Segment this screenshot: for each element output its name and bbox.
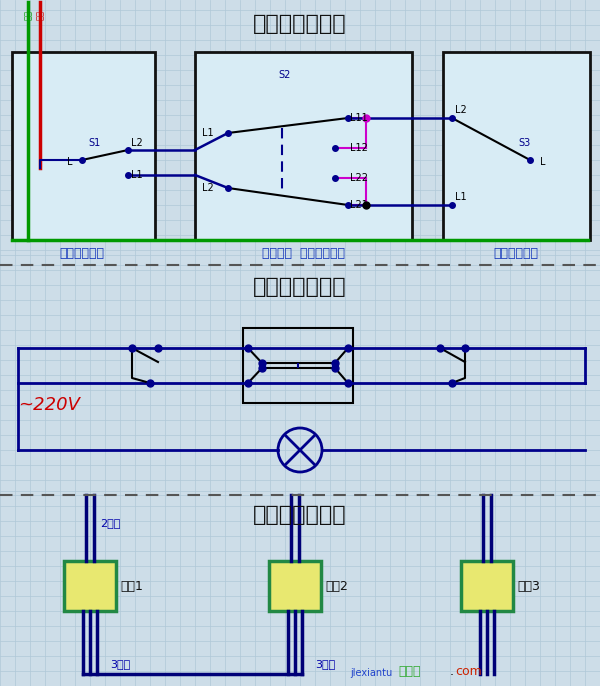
Bar [269, 561, 321, 611]
Text: 3根线: 3根线 [110, 659, 130, 669]
Text: L11: L11 [350, 113, 368, 123]
Text: L: L [67, 157, 73, 167]
Text: L: L [540, 157, 545, 167]
Text: jlexiantu: jlexiantu [350, 668, 392, 678]
Text: L2: L2 [202, 183, 214, 193]
Text: L21: L21 [350, 200, 368, 210]
Text: 三控开关原理图: 三控开关原理图 [253, 277, 347, 297]
Bar [64, 561, 116, 611]
Text: 火线: 火线 [35, 10, 44, 20]
Bar [195, 52, 412, 240]
Text: 中途开关  （三控开关）: 中途开关 （三控开关） [262, 247, 344, 260]
Text: S3: S3 [518, 138, 530, 148]
Text: L2: L2 [131, 138, 143, 148]
Text: 开关2: 开关2 [325, 580, 348, 593]
Text: L1: L1 [455, 192, 467, 202]
Text: 2根线: 2根线 [100, 518, 121, 528]
Text: com: com [455, 665, 482, 678]
Text: 三控开关接线图: 三控开关接线图 [253, 14, 347, 34]
Text: ~220V: ~220V [18, 396, 80, 414]
Bar [443, 52, 590, 240]
Text: L1: L1 [131, 170, 143, 180]
Bar [12, 52, 155, 240]
Bar [243, 328, 353, 403]
Text: 单开双控开关: 单开双控开关 [493, 247, 539, 260]
Text: L12: L12 [350, 143, 368, 153]
Text: S2: S2 [278, 70, 290, 80]
Text: L2: L2 [455, 105, 467, 115]
Text: L22: L22 [350, 173, 368, 183]
Text: 3根线: 3根线 [315, 659, 335, 669]
Text: 三控开关布线图: 三控开关布线图 [253, 505, 347, 525]
Bar [461, 561, 513, 611]
Text: .: . [450, 665, 454, 678]
Text: 单开双控开关: 单开双控开关 [59, 247, 104, 260]
Text: S1: S1 [88, 138, 100, 148]
Text: 开关3: 开关3 [517, 580, 540, 593]
Text: L1: L1 [202, 128, 214, 138]
Text: 相线: 相线 [23, 10, 32, 20]
Text: 接线图: 接线图 [398, 665, 421, 678]
Text: 开关1: 开关1 [120, 580, 143, 593]
